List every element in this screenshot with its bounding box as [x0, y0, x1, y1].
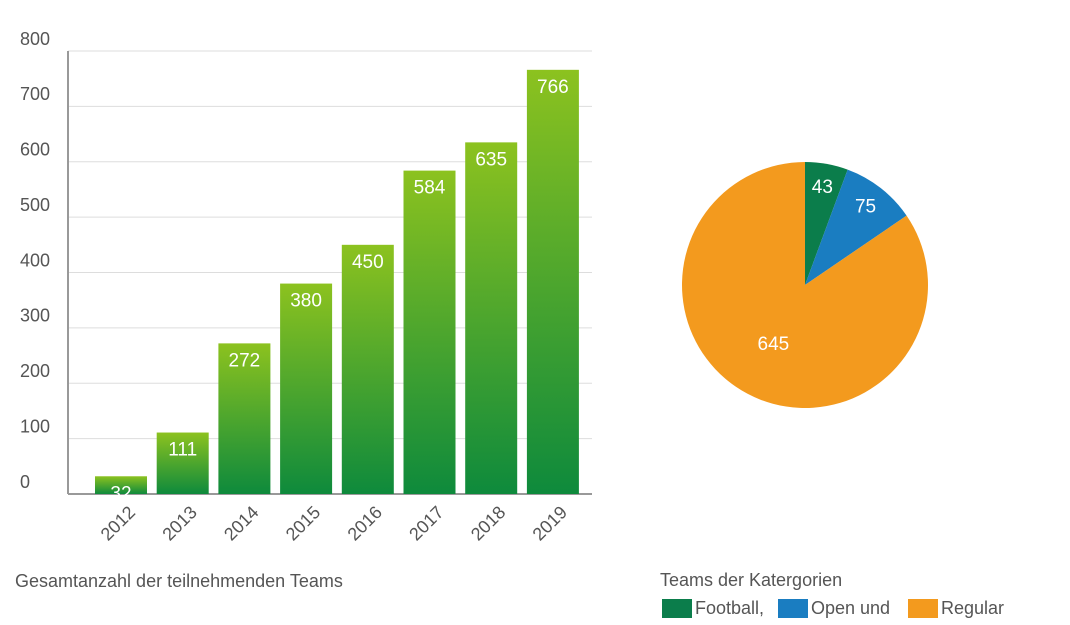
y-tick-label: 600 [20, 140, 50, 160]
value-label: 111 [168, 440, 197, 461]
value-label: 272 [229, 350, 261, 371]
value-label: 584 [414, 178, 446, 199]
legend-label: Regular [941, 598, 1004, 618]
y-tick-label: 200 [20, 361, 50, 381]
legend-swatch [662, 599, 692, 618]
pie-slice [805, 162, 848, 285]
value-label: 32 [110, 483, 131, 504]
value-label: 766 [537, 77, 569, 98]
legend-swatch [908, 599, 938, 618]
bar [218, 343, 271, 494]
value-label: 43 [812, 177, 833, 198]
x-tick-label: 2015 [282, 502, 324, 544]
value-label: 645 [758, 334, 790, 355]
y-tick-label: 700 [20, 84, 50, 104]
value-label: 75 [855, 196, 876, 217]
y-tick-label: 400 [20, 250, 50, 270]
legend-swatch [778, 599, 808, 618]
value-label: 380 [290, 291, 322, 312]
value-label: 635 [475, 149, 507, 170]
bar [341, 244, 394, 494]
bar [156, 432, 209, 494]
bar [403, 170, 456, 495]
pie-slice [681, 161, 928, 408]
x-tick-label: 2013 [158, 502, 200, 544]
legend-title: Teams der Katergorien [660, 570, 842, 590]
y-tick-label: 300 [20, 306, 50, 326]
bar [465, 142, 518, 494]
y-tick-label: 0 [20, 472, 30, 492]
bar [95, 476, 147, 494]
y-tick-label: 100 [20, 416, 50, 436]
y-tick-label: 800 [20, 29, 50, 49]
legend-label: Open und [811, 598, 890, 618]
bar [526, 69, 579, 494]
legend-label: Football, [695, 598, 764, 618]
chart-title: Gesamtanzahl der teilnehmenden Teams [15, 571, 343, 591]
x-tick-label: 2014 [220, 502, 262, 544]
x-tick-label: 2019 [529, 502, 571, 544]
x-tick-label: 2012 [97, 502, 139, 544]
value-label: 450 [352, 252, 384, 273]
x-tick-label: 2017 [405, 502, 447, 544]
x-tick-label: 2016 [344, 502, 386, 544]
bar [280, 283, 333, 494]
x-tick-label: 2018 [467, 502, 509, 544]
y-tick-label: 500 [20, 195, 50, 215]
pie-slice [805, 169, 907, 285]
